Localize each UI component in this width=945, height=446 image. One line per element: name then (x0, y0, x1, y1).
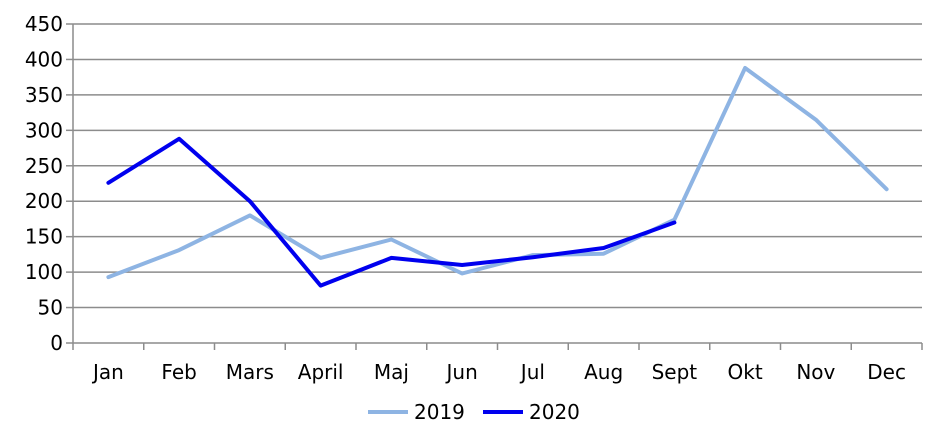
series-line-2020 (106, 136, 677, 288)
y-tick-label: 200 (25, 189, 63, 213)
legend-label-2019: 2019 (414, 400, 465, 424)
series-line-2019 (106, 66, 889, 280)
y-tick-label: 450 (25, 12, 63, 36)
y-tick-label: 100 (25, 260, 63, 284)
x-tick-label-okt: Okt (728, 360, 763, 384)
series-lines (106, 66, 889, 288)
x-tick-label-dec: Dec (867, 360, 906, 384)
legend: 2019 2020 (368, 400, 580, 424)
x-tick-label-jun: Jun (445, 360, 478, 384)
x-tick-label-jul: Jul (519, 360, 545, 384)
x-tick-label-nov: Nov (796, 360, 835, 384)
y-tick-label: 300 (25, 118, 63, 142)
x-tick-label-maj: Maj (374, 360, 409, 384)
x-tick-label-sept: Sept (652, 360, 698, 384)
x-axis-tick-labels: Jan Feb Mars April Maj Jun Jul Aug Sept Okt Nov Dec (91, 360, 906, 384)
y-tick-label: 350 (25, 83, 63, 107)
gridlines (73, 23, 922, 309)
y-tick-label: 250 (25, 154, 63, 178)
legend-label-2020: 2020 (529, 400, 580, 424)
x-tick-label-jan: Jan (91, 360, 124, 384)
y-tick-label: 0 (50, 331, 63, 355)
x-tick-label-mars: Mars (226, 360, 274, 384)
y-tick-label: 400 (25, 47, 63, 71)
y-tick-label: 50 (38, 296, 63, 320)
x-tick-label-feb: Feb (161, 360, 196, 384)
y-axis-tick-labels: 0 50 100 150 200 250 300 350 400 450 (25, 12, 63, 355)
y-tick-label: 150 (25, 225, 63, 249)
x-tick-label-april: April (298, 360, 344, 384)
x-tick-label-aug: Aug (584, 360, 623, 384)
axes (66, 23, 923, 350)
